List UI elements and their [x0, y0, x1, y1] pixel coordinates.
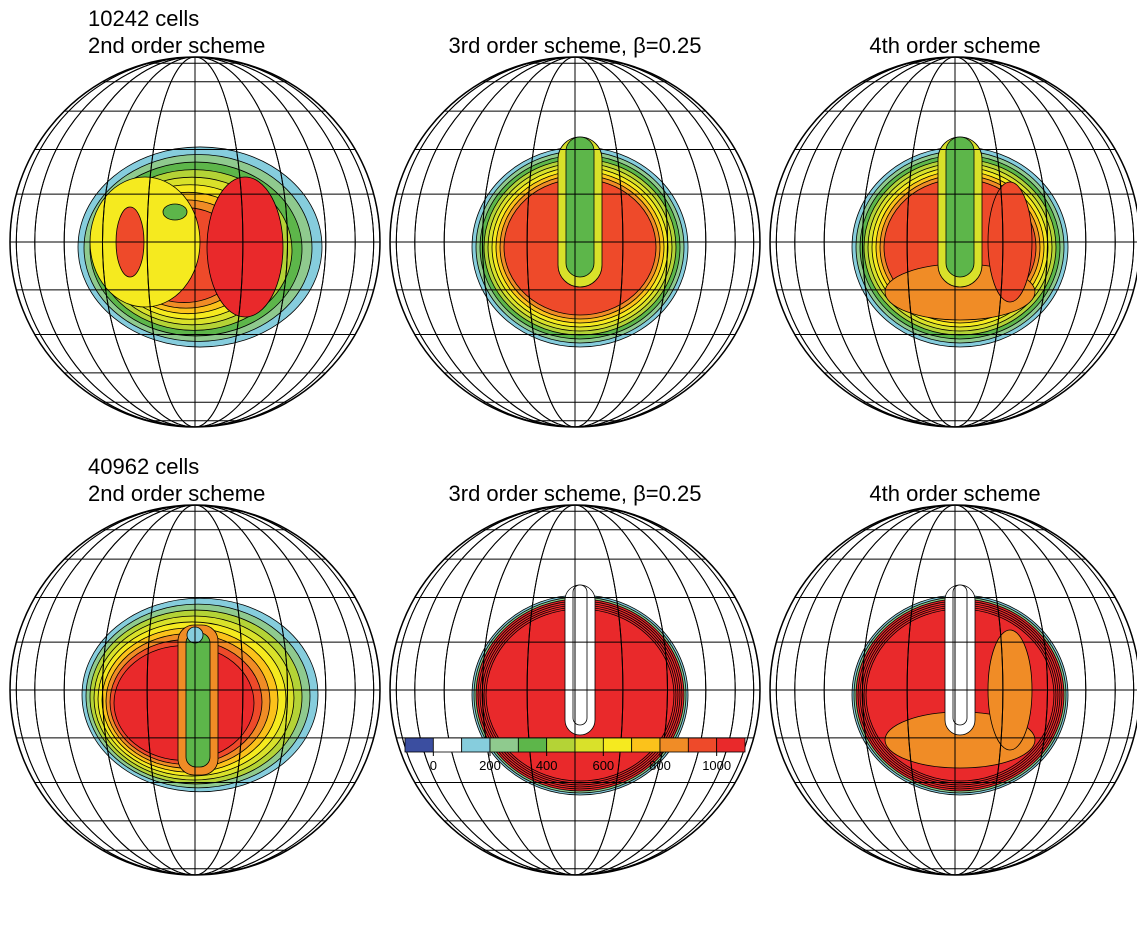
colorbar-tick-label: 1000	[702, 758, 731, 773]
contour-band	[207, 177, 283, 317]
colorbar-tick-label: 200	[479, 758, 501, 773]
colorbar-swatch	[717, 738, 745, 752]
colorbar-swatch	[603, 738, 631, 752]
colorbar-swatch	[575, 738, 603, 752]
colorbar-tick-label: 0	[430, 758, 437, 773]
colorbar-swatch	[547, 738, 575, 752]
contour-band	[186, 633, 210, 767]
contour-band	[566, 137, 594, 277]
contour-band	[163, 204, 187, 220]
contour-band	[946, 137, 974, 277]
panel-title: 3rd order scheme, β=0.25	[449, 481, 702, 506]
globe	[10, 505, 380, 875]
colorbar-swatch	[518, 738, 546, 752]
colorbar-tick-label: 400	[536, 758, 558, 773]
globe	[390, 57, 760, 427]
colorbar-swatch	[462, 738, 490, 752]
colorbar-swatch	[490, 738, 518, 752]
panel-title: 2nd order scheme	[88, 33, 265, 58]
colorbar-swatch	[433, 738, 461, 752]
colorbar-swatch	[688, 738, 716, 752]
panel-title: 4th order scheme	[869, 481, 1040, 506]
panel-title: 4th order scheme	[869, 33, 1040, 58]
colorbar-swatch	[660, 738, 688, 752]
row-label: 10242 cells	[88, 6, 199, 31]
colorbar-tick-label: 600	[592, 758, 614, 773]
globe	[10, 57, 380, 427]
colorbar-swatch	[632, 738, 660, 752]
colorbar-swatch	[405, 738, 433, 752]
globe	[390, 505, 760, 875]
colorbar-tick-label: 800	[649, 758, 671, 773]
globe	[770, 57, 1137, 427]
globe	[770, 505, 1137, 875]
panel-title: 2nd order scheme	[88, 481, 265, 506]
figure: 10242 cells 2nd order scheme 3rd order s…	[0, 0, 1137, 940]
panel-title: 3rd order scheme, β=0.25	[449, 33, 702, 58]
row-label: 40962 cells	[88, 454, 199, 479]
